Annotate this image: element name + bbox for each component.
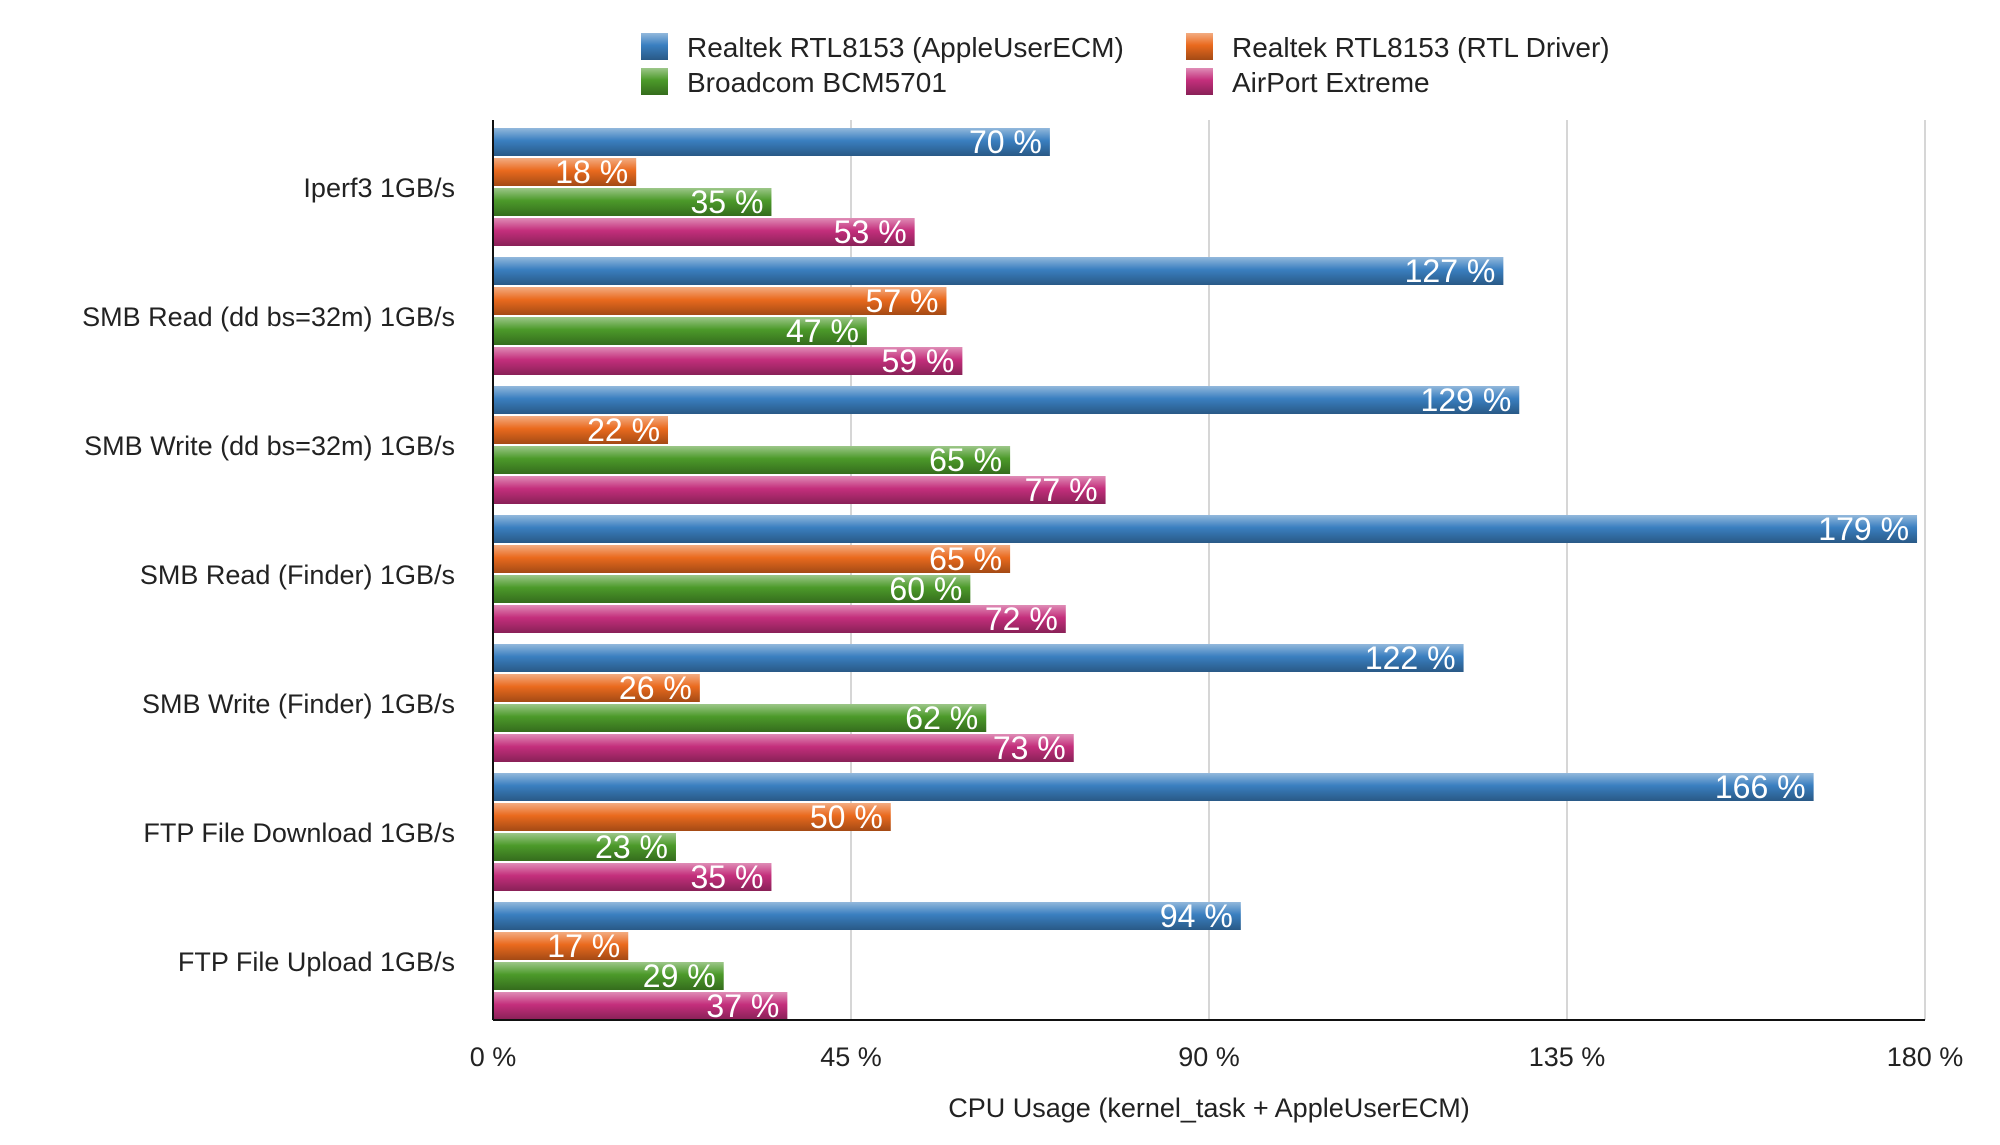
bar-3-0 <box>493 515 1918 543</box>
bar-4-0 <box>493 644 1464 672</box>
bar-0-0 <box>493 128 1050 156</box>
category-label-5: FTP File Download 1GB/s <box>143 818 455 848</box>
bar-label-4-3: 73 % <box>993 730 1066 766</box>
bar-label-0-0: 70 % <box>969 124 1042 160</box>
bar-3-1 <box>493 545 1011 573</box>
legend-swatch-3 <box>1186 68 1213 95</box>
bar-label-5-1: 50 % <box>810 799 883 835</box>
category-label-2: SMB Write (dd bs=32m) 1GB/s <box>84 431 455 461</box>
legend-swatch-0 <box>641 33 668 60</box>
legend-label-0: Realtek RTL8153 (AppleUserECM) <box>687 32 1124 63</box>
bar-5-3 <box>493 863 772 891</box>
x-tick-label-4: 180 % <box>1887 1042 1964 1072</box>
bar-label-5-0: 166 % <box>1715 769 1806 805</box>
x-tick-label-0: 0 % <box>470 1042 517 1072</box>
bar-label-0-2: 35 % <box>691 184 764 220</box>
x-tick-label-1: 45 % <box>820 1042 882 1072</box>
bar-label-6-2: 29 % <box>643 958 716 994</box>
category-label-3: SMB Read (Finder) 1GB/s <box>140 560 455 590</box>
bar-label-0-3: 53 % <box>834 214 907 250</box>
bar-3-2 <box>493 575 971 603</box>
bar-2-0 <box>493 386 1520 414</box>
bar-6-0 <box>493 902 1241 930</box>
bar-label-5-2: 23 % <box>595 829 668 865</box>
bar-4-2 <box>493 704 987 732</box>
legend-swatch-2 <box>641 68 668 95</box>
bar-3-3 <box>493 605 1066 633</box>
bar-label-3-3: 72 % <box>985 601 1058 637</box>
bar-0-1 <box>493 158 637 186</box>
bar-label-6-0: 94 % <box>1160 898 1233 934</box>
bar-1-3 <box>493 347 963 375</box>
bar-label-6-1: 17 % <box>547 928 620 964</box>
bar-label-2-1: 22 % <box>587 412 660 448</box>
legend-label-3: AirPort Extreme <box>1232 67 1430 98</box>
bar-label-2-0: 129 % <box>1421 382 1512 418</box>
bar-label-2-3: 77 % <box>1025 472 1098 508</box>
bar-2-2 <box>493 446 1011 474</box>
bar-label-4-1: 26 % <box>619 670 692 706</box>
legend-label-2: Broadcom BCM5701 <box>687 67 947 98</box>
bar-label-1-1: 57 % <box>866 283 939 319</box>
category-label-1: SMB Read (dd bs=32m) 1GB/s <box>82 302 455 332</box>
bar-label-1-2: 47 % <box>786 313 859 349</box>
bar-label-0-1: 18 % <box>555 154 628 190</box>
bar-label-1-3: 59 % <box>881 343 954 379</box>
bar-2-3 <box>493 476 1106 504</box>
bar-label-6-3: 37 % <box>706 988 779 1024</box>
bar-6-2 <box>493 962 724 990</box>
legend-label-1: Realtek RTL8153 (RTL Driver) <box>1232 32 1610 63</box>
category-label-0: Iperf3 1GB/s <box>303 173 455 203</box>
bar-1-0 <box>493 257 1504 285</box>
bar-label-3-2: 60 % <box>889 571 962 607</box>
bar-label-4-0: 122 % <box>1365 640 1456 676</box>
x-tick-label-2: 90 % <box>1178 1042 1240 1072</box>
bar-6-3 <box>493 992 788 1020</box>
bar-label-1-0: 127 % <box>1405 253 1496 289</box>
bar-label-4-2: 62 % <box>905 700 978 736</box>
category-label-4: SMB Write (Finder) 1GB/s <box>142 689 455 719</box>
bar-label-2-2: 65 % <box>929 442 1002 478</box>
bar-2-1 <box>493 416 669 444</box>
bar-4-3 <box>493 734 1074 762</box>
bar-label-3-0: 179 % <box>1818 511 1909 547</box>
bar-label-5-3: 35 % <box>691 859 764 895</box>
x-tick-label-3: 135 % <box>1529 1042 1606 1072</box>
bar-label-3-1: 65 % <box>929 541 1002 577</box>
bar-5-0 <box>493 773 1814 801</box>
bar-1-2 <box>493 317 867 345</box>
bar-4-1 <box>493 674 700 702</box>
bar-0-2 <box>493 188 772 216</box>
legend-swatch-1 <box>1186 33 1213 60</box>
bar-5-2 <box>493 833 676 861</box>
bar-1-1 <box>493 287 947 315</box>
x-axis-title: CPU Usage (kernel_task + AppleUserECM) <box>948 1093 1469 1123</box>
bar-6-1 <box>493 932 629 960</box>
category-label-6: FTP File Upload 1GB/s <box>178 947 455 977</box>
bar-0-3 <box>493 218 915 246</box>
bar-5-1 <box>493 803 891 831</box>
